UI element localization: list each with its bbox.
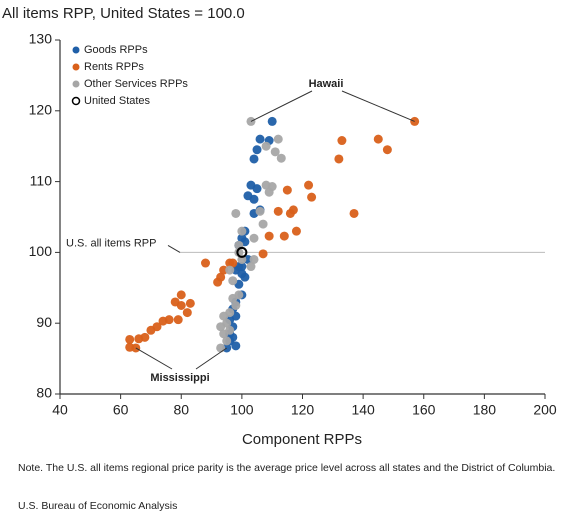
point [249,154,259,164]
legend-marker [72,63,80,71]
leader-line [250,90,313,122]
point [258,219,268,229]
point [216,343,226,353]
x-tick-label: 80 [173,402,189,418]
x-tick-label: 140 [351,402,375,418]
point [304,180,314,190]
point [236,246,248,258]
point [237,226,247,236]
x-axis-label: Component RPPs [242,431,362,448]
point [185,298,195,308]
note: Note. The U.S. all items regional price … [18,462,556,474]
point [176,290,186,300]
point [234,247,244,257]
point [231,208,241,218]
point [270,147,280,157]
point [222,336,232,346]
point [134,334,144,344]
point [225,325,235,335]
point [231,301,241,310]
y-tick-label: 130 [29,31,53,47]
point [255,206,265,216]
point [258,249,268,259]
point [252,145,262,155]
chart-title: All items RPP, United States = 100.0 [2,5,245,22]
point [291,226,301,236]
x-tick-label: 180 [473,402,497,418]
point [276,153,286,163]
leader-line [195,347,228,370]
point [261,141,271,151]
leader-line [341,90,415,122]
point [213,277,223,287]
leader-line [167,244,181,253]
point [176,301,186,310]
legend-label: Other Services RPPs [84,78,188,90]
point [146,325,156,335]
source: U.S. Bureau of Economic Analysis [18,500,177,512]
point [307,192,317,202]
point [267,116,277,126]
point [249,254,259,264]
point [216,322,226,332]
legend-marker [72,80,80,88]
point [125,334,135,344]
y-tick-label: 80 [36,385,52,401]
x-tick-label: 120 [291,402,315,418]
point [228,276,238,286]
point [231,341,241,351]
point [201,258,210,268]
point [382,145,392,155]
point [273,206,283,216]
note-box: Note. The U.S. all items regional price … [18,462,556,474]
point [173,315,183,325]
x-tick-label: 60 [113,402,129,418]
x-tick-label: 160 [412,402,436,418]
point [246,262,256,272]
point [225,265,235,275]
point [182,308,192,318]
point [228,293,238,303]
point [273,134,283,144]
annotation: Mississippi [150,372,209,384]
point [255,134,265,144]
y-tick-label: 120 [29,102,53,118]
point [264,231,274,241]
point [285,208,295,218]
legend-marker [72,46,80,54]
reference-label: U.S. all items RPP [66,237,156,249]
legend-label: United States [84,95,151,107]
y-tick-label: 100 [29,243,53,259]
point [279,231,289,241]
legend-label: Rents RPPs [84,61,144,73]
point [337,136,347,146]
point [349,208,359,218]
point [219,311,229,321]
point [240,272,250,282]
point [334,154,344,164]
point [252,184,262,194]
point [237,262,247,272]
point [158,316,168,326]
y-tick-label: 110 [30,172,53,188]
annotation: Hawaii [309,78,344,90]
legend-marker [71,96,81,106]
y-tick-label: 90 [36,314,52,330]
legend-label: Goods RPPs [84,44,148,56]
x-tick-label: 100 [230,402,254,418]
x-tick-label: 40 [52,402,68,418]
point [249,233,259,243]
leader-line [135,347,173,370]
x-tick-label: 200 [533,402,557,418]
point [264,187,274,197]
point [282,185,292,195]
point [373,134,383,144]
point [228,258,238,268]
point [243,191,253,201]
